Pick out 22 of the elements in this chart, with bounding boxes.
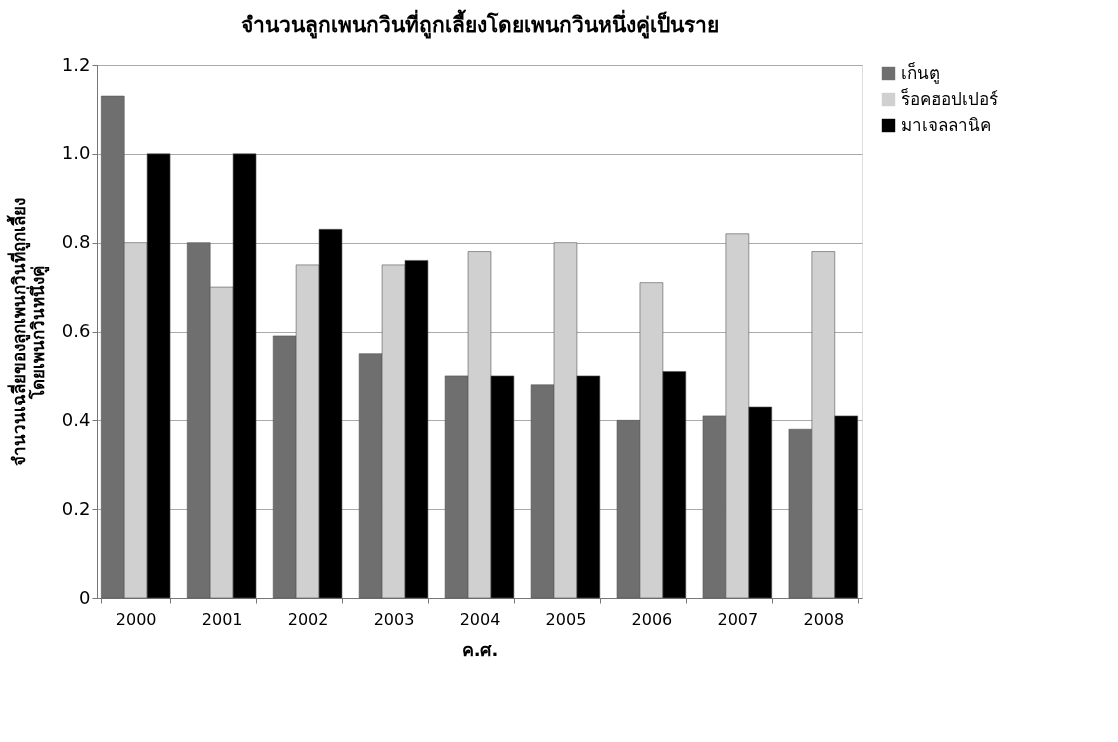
legend-label: ร็อคฮอปเปอร์ (901, 87, 998, 109)
x-tick-label: 2008 (803, 609, 845, 629)
y-tick-label: 0.2 (61, 497, 91, 519)
y-tick-label: 0.4 (61, 408, 91, 430)
legend-label: เก็นตู (901, 61, 940, 84)
y-tick-label: 1.2 (61, 53, 91, 75)
y-tick-label: 1.0 (61, 142, 91, 164)
x-tick-label: 2003 (373, 609, 415, 629)
y-tick-label: 0.6 (61, 320, 91, 341)
x-tick-label: 2001 (201, 609, 243, 629)
x-tick-label: 2007 (717, 609, 759, 629)
x-tick-label: 2002 (287, 609, 329, 629)
chart-title: จำนวนลูกเพนกวินที่ถูกเลี้ยงโดยเพนกวินหนึ่งคู่เป็นราย (240, 9, 719, 39)
y-tick-label: 0.8 (61, 231, 91, 253)
y-axis-title: จำนวนเฉลี่ยของลูกเพนกวินที่ถูกเลี้ยง โดยเพนกวินหนึ่งคู่ (5, 198, 50, 466)
x-tick-label: 2000 (115, 609, 157, 629)
legend-label: มาเจลลานิค (901, 114, 991, 135)
x-tick-label: 2004 (459, 609, 501, 629)
x-tick-label: 2006 (631, 609, 673, 629)
x-axis-title: ค.ศ. (461, 638, 499, 660)
x-tick-label: 2005 (545, 609, 587, 629)
y-tick-label: 0 (79, 586, 91, 608)
